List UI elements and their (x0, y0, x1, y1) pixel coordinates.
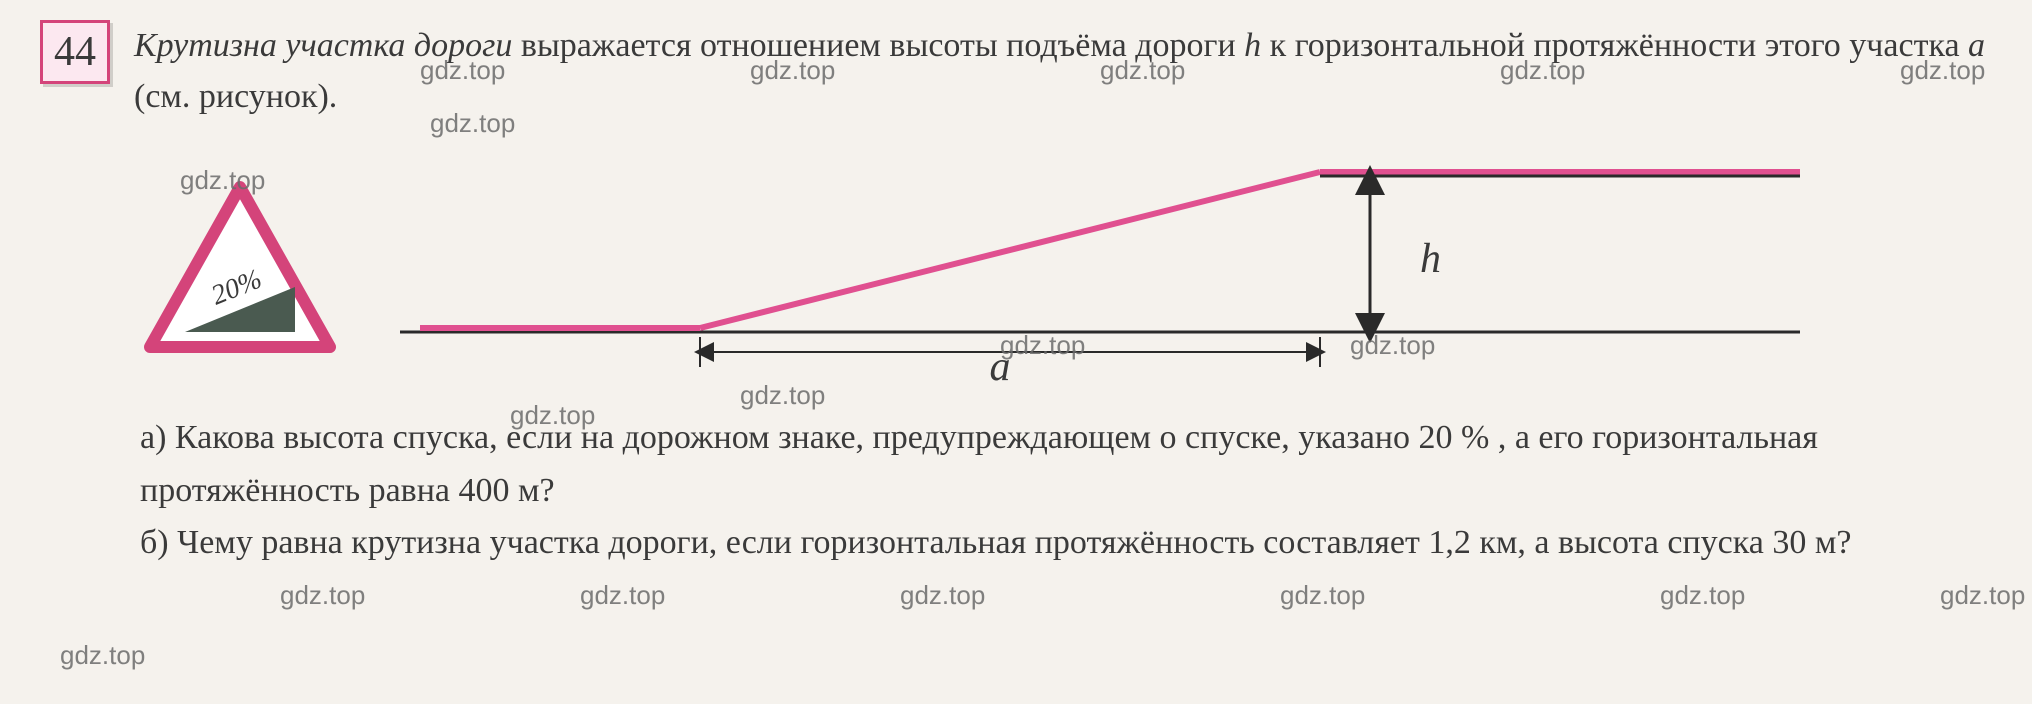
question-b: б) Чему равна крутизна участка дороги, е… (140, 517, 1992, 570)
slope-diagram-svg: h a (400, 152, 1800, 382)
label-h: h (1420, 236, 1441, 282)
road-sign: 20% (140, 177, 340, 357)
watermark: gdz.top (580, 580, 665, 611)
slope-diagram: h a (400, 152, 1800, 382)
watermark: gdz.top (60, 640, 145, 671)
problem-header: 44 Крутизна участка дороги выражается от… (40, 20, 1992, 122)
watermark: gdz.top (280, 580, 365, 611)
questions-block: а) Какова высота спуска, если на дорожно… (140, 412, 1992, 570)
road-sign-svg: 20% (140, 177, 340, 357)
var-a: a (1968, 27, 1985, 64)
var-h: h (1244, 27, 1261, 64)
problem-intro-text: Крутизна участка дороги выражается отнош… (134, 20, 1992, 122)
watermark: gdz.top (1280, 580, 1365, 611)
label-a: a (990, 344, 1011, 382)
intro-rest-3: (см. рисунок). (134, 78, 337, 115)
intro-italic: Крутизна участка дороги (134, 27, 512, 64)
problem-number-box: 44 (40, 20, 110, 84)
question-a: а) Какова высота спуска, если на дорожно… (140, 412, 1992, 517)
watermark: gdz.top (1660, 580, 1745, 611)
road-slope (700, 172, 1320, 328)
intro-rest-2: к горизонтальной протяжённости этого уча… (1261, 27, 1968, 64)
intro-rest-1: выражается отношением высоты подъёма дор… (512, 27, 1244, 64)
watermark: gdz.top (1940, 580, 2025, 611)
diagram-row: 20% h (140, 152, 1992, 382)
watermark: gdz.top (900, 580, 985, 611)
watermark: gdz.top (740, 380, 825, 411)
problem-number: 44 (54, 28, 96, 76)
